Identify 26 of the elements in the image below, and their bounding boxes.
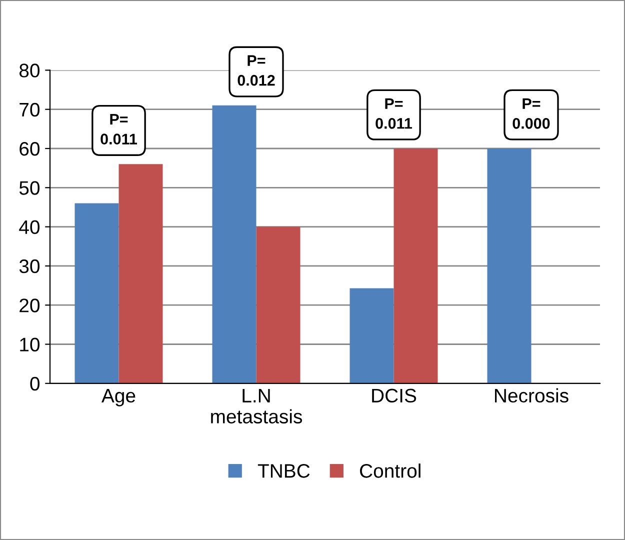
bar: [350, 288, 394, 384]
x-tick-label: L.N metastasis: [211, 388, 302, 424]
y-tick-label: 10: [20, 338, 40, 352]
annotation: P= 0.000: [512, 98, 550, 129]
y-tick-label: 20: [20, 298, 40, 312]
x-tick-label: Necrosis: [495, 388, 568, 403]
y-tick-label: 30: [19, 259, 40, 274]
annotation: P= 0.011: [376, 98, 412, 129]
bar: [212, 105, 256, 384]
y-tick-label: 70: [20, 102, 40, 117]
y-tick-label: 60: [20, 142, 40, 156]
bar: [256, 226, 300, 384]
bar: [118, 164, 163, 384]
y-tick-label: 0: [30, 376, 40, 391]
bar: [487, 148, 532, 384]
y-tick-label: 80: [19, 64, 40, 78]
x-tick-label: DCIS: [372, 388, 416, 403]
x-tick-label: Age: [101, 388, 136, 406]
bar: [394, 148, 438, 384]
y-tick-label: 40: [19, 220, 40, 234]
annotation: P= 0.011: [100, 114, 138, 144]
legend-label: TNBC: [258, 464, 310, 478]
legend-label: Control: [360, 464, 420, 478]
annotation: P= 0.012: [238, 55, 275, 86]
bar: [74, 203, 119, 384]
y-tick-label: 50: [19, 181, 40, 195]
